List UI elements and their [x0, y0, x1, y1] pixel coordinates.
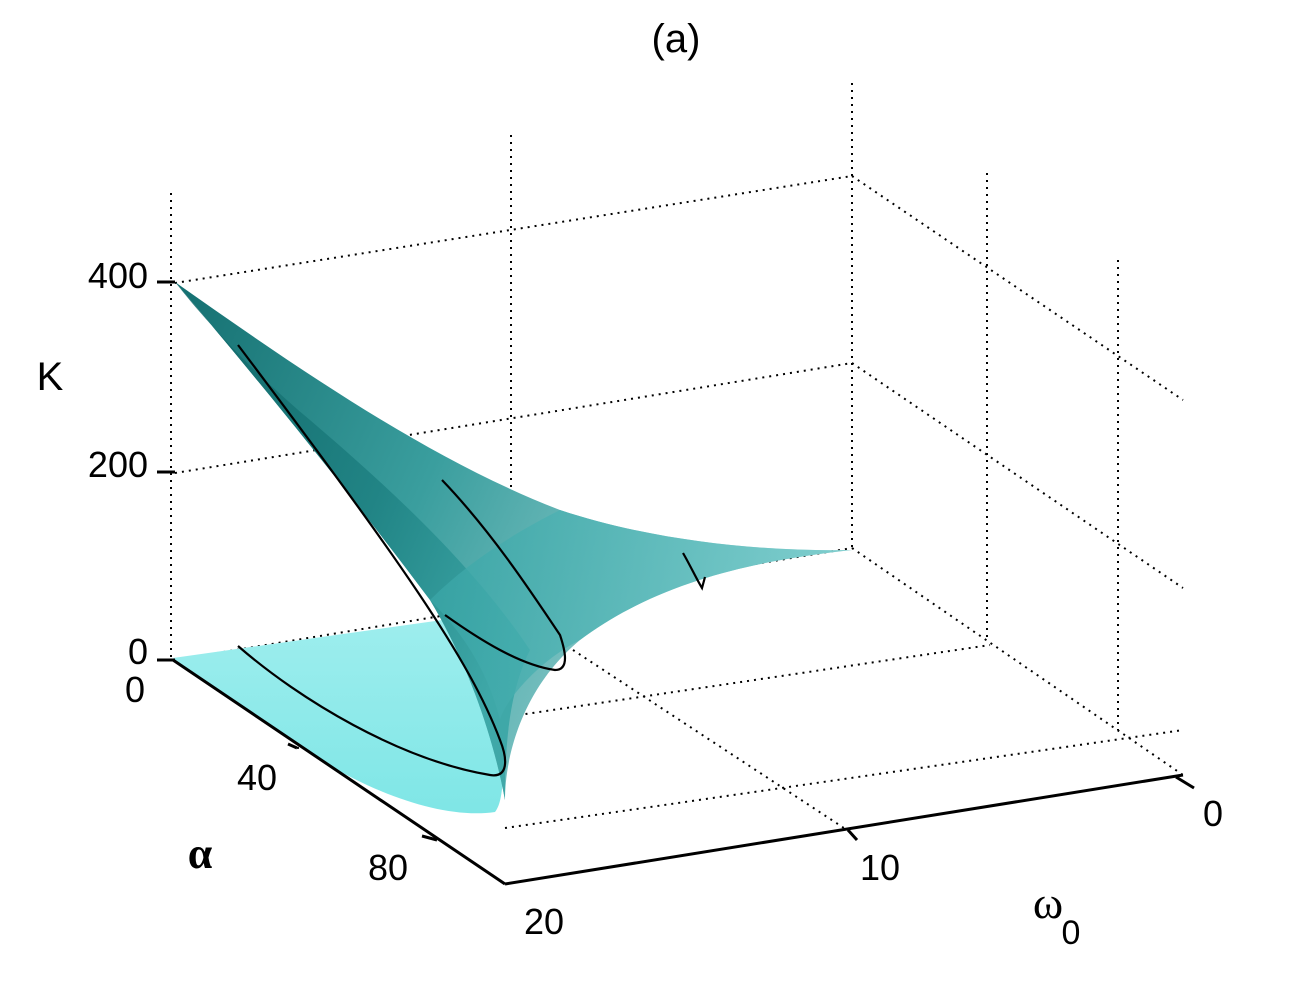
contour-lines	[237, 344, 707, 777]
surface-right-lobe	[430, 510, 852, 720]
axes	[157, 280, 1195, 886]
x-tick-label: 80	[368, 847, 408, 888]
y-tick-label: 10	[860, 847, 900, 888]
surface	[173, 282, 852, 814]
z-axis-label: K	[37, 355, 64, 399]
contour-2	[441, 479, 567, 672]
y-tick-label: 20	[524, 901, 564, 942]
z-tick-label: 0	[128, 631, 148, 672]
contour-3	[682, 552, 707, 591]
y-axis-label: ω	[1033, 877, 1063, 928]
x-axis-label: α	[188, 829, 213, 878]
contour-1	[237, 344, 507, 777]
surface-fold	[175, 282, 530, 800]
y-tick-label: 0	[1203, 793, 1223, 834]
x-tick-label: 0	[125, 669, 145, 710]
y-axis-label-subscript: 0	[1062, 914, 1081, 952]
z-tick-label: 200	[88, 444, 148, 485]
chart-title: (a)	[652, 17, 701, 61]
surface-lower-sheet	[173, 610, 513, 814]
x-tick-label: 40	[237, 757, 277, 798]
z-tick-label: 400	[88, 255, 148, 296]
